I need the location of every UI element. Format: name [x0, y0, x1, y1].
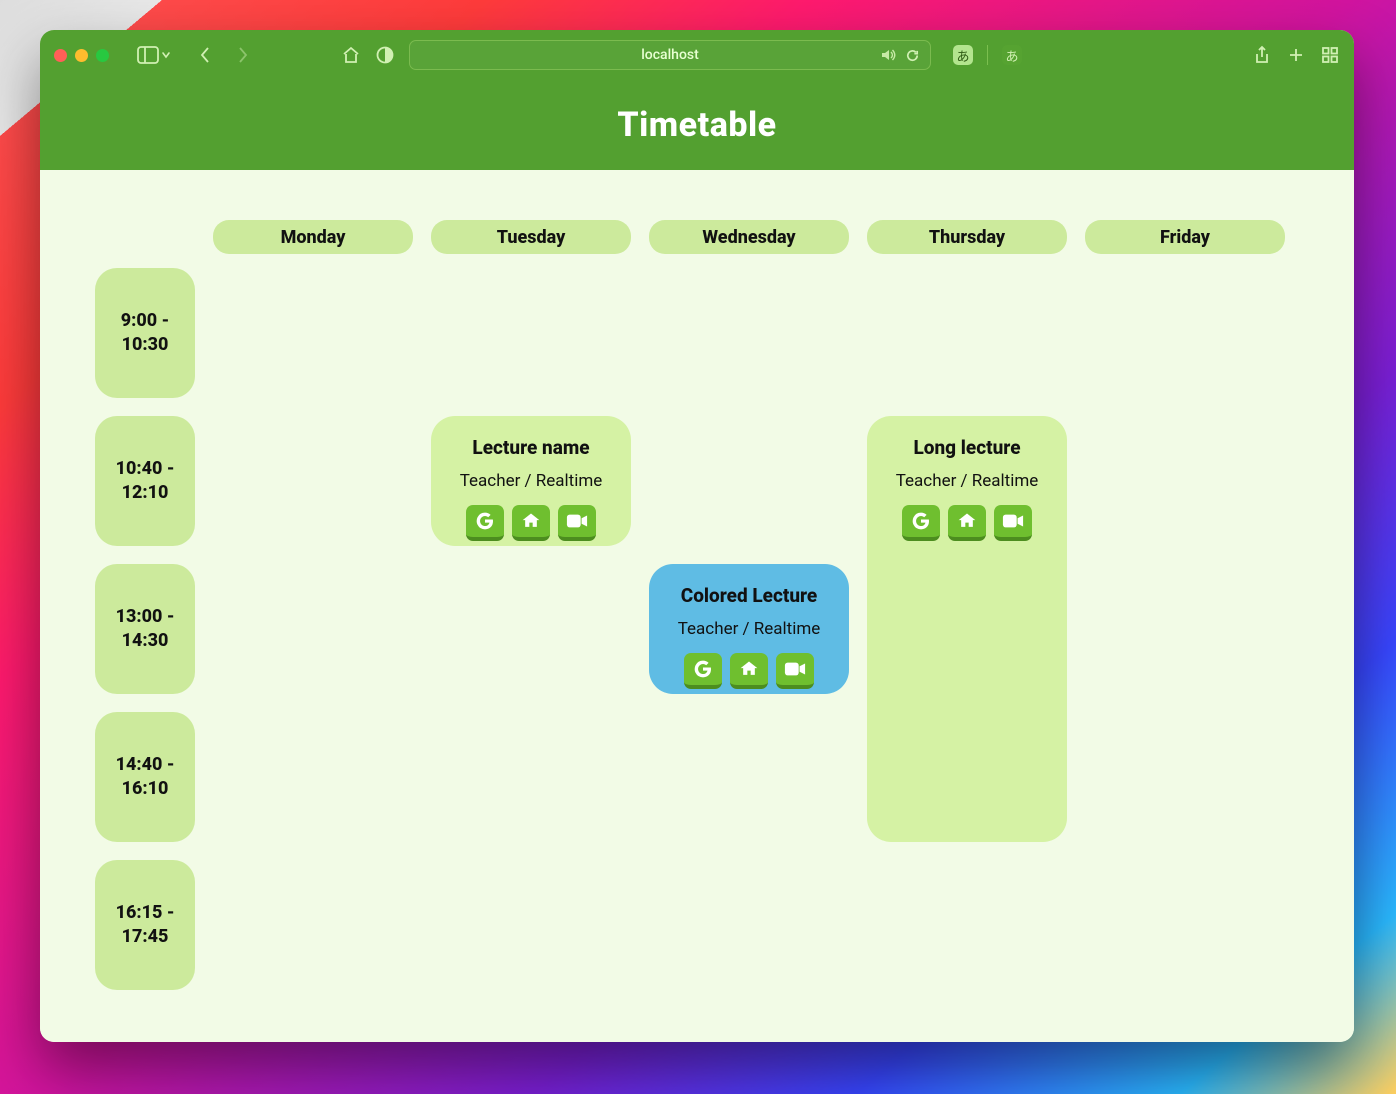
- event-icon-row: [466, 505, 596, 541]
- tab-overview-button[interactable]: [1320, 45, 1340, 65]
- browser-window: localhost あ あ: [40, 30, 1354, 1042]
- event-title: Colored Lecture: [681, 584, 818, 607]
- event-subtitle: Teacher / Realtime: [460, 471, 603, 491]
- close-window-button[interactable]: [54, 49, 67, 62]
- page-title: Timetable: [617, 105, 776, 145]
- day-header-friday: Friday: [1085, 220, 1285, 254]
- event-icon-row: [684, 653, 814, 689]
- zoom-window-button[interactable]: [96, 49, 109, 62]
- minimize-window-button[interactable]: [75, 49, 88, 62]
- home-icon[interactable]: [512, 505, 550, 541]
- lang-toggle-b[interactable]: あ: [1002, 45, 1022, 65]
- time-slot-2: 10:40 -12:10: [95, 416, 195, 546]
- browser-toolbar: localhost あ あ: [40, 30, 1354, 80]
- address-text: localhost: [641, 47, 699, 63]
- event-title: Long lecture: [913, 436, 1020, 459]
- lang-toggle-a[interactable]: あ: [953, 45, 973, 65]
- video-icon[interactable]: [558, 505, 596, 541]
- google-icon[interactable]: [684, 653, 722, 689]
- grid-corner: [95, 220, 195, 254]
- day-header-tuesday: Tuesday: [431, 220, 631, 254]
- home-icon[interactable]: [730, 653, 768, 689]
- time-slot-5: 16:15 -17:45: [95, 860, 195, 990]
- window-controls: [54, 49, 109, 62]
- sidebar-toggle-button[interactable]: [137, 46, 171, 64]
- video-icon[interactable]: [776, 653, 814, 689]
- event-subtitle: Teacher / Realtime: [678, 619, 821, 639]
- audio-icon[interactable]: [878, 45, 898, 65]
- event-colored-lecture[interactable]: Colored Lecture Teacher / Realtime: [649, 564, 849, 694]
- page-content: Monday Tuesday Wednesday Thursday Friday 9:00…: [40, 170, 1354, 1042]
- time-slot-3: 13:00 -14:30: [95, 564, 195, 694]
- time-slot-1: 9:00 -10:30: [95, 268, 195, 398]
- google-icon[interactable]: [902, 505, 940, 541]
- privacy-report-icon[interactable]: [375, 45, 395, 65]
- share-button[interactable]: [1252, 45, 1272, 65]
- event-lecture-name[interactable]: Lecture name Teacher / Realtime: [431, 416, 631, 546]
- home-icon[interactable]: [948, 505, 986, 541]
- chevron-down-icon: [161, 50, 171, 60]
- event-icon-row: [902, 505, 1032, 541]
- address-bar[interactable]: localhost: [409, 40, 931, 70]
- forward-button[interactable]: [233, 45, 253, 65]
- back-button[interactable]: [195, 45, 215, 65]
- time-slot-4: 14:40 -16:10: [95, 712, 195, 842]
- day-header-monday: Monday: [213, 220, 413, 254]
- divider: [987, 45, 988, 65]
- google-icon[interactable]: [466, 505, 504, 541]
- timetable-grid: Monday Tuesday Wednesday Thursday Friday 9:00…: [95, 220, 1299, 994]
- video-icon[interactable]: [994, 505, 1032, 541]
- event-title: Lecture name: [472, 436, 589, 459]
- home-button[interactable]: [341, 45, 361, 65]
- day-header-thursday: Thursday: [867, 220, 1067, 254]
- new-tab-button[interactable]: [1286, 45, 1306, 65]
- event-long-lecture[interactable]: Long lecture Teacher / Realtime: [867, 416, 1067, 842]
- day-header-wednesday: Wednesday: [649, 220, 849, 254]
- event-subtitle: Teacher / Realtime: [896, 471, 1039, 491]
- page-header: Timetable: [40, 80, 1354, 170]
- reload-button[interactable]: [902, 45, 922, 65]
